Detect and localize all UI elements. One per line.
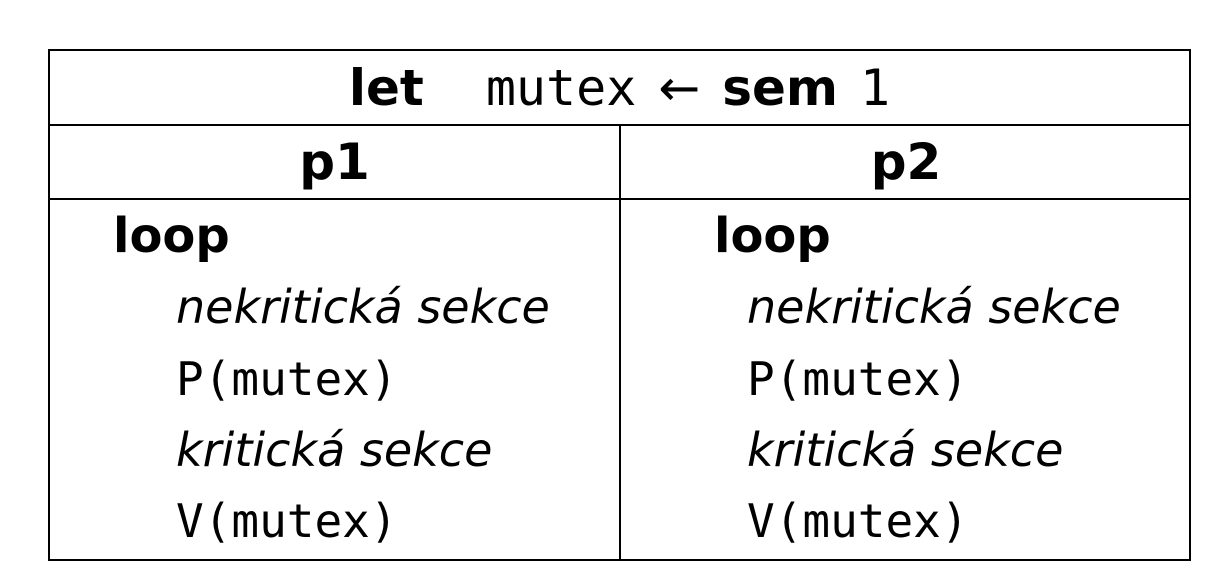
process-body-p2: loop nekritická sekce P(mutex) kritická … xyxy=(621,200,1191,559)
assign-arrow: ← xyxy=(658,58,701,117)
process-header-p2: p2 xyxy=(621,126,1191,200)
noncritical-section: nekritická sekce xyxy=(176,280,550,334)
algorithm-table: let mutex ← sem 1 p1 p2 loop nekritická … xyxy=(48,49,1191,561)
sem-keyword: sem xyxy=(722,58,839,117)
process-header-p1: p1 xyxy=(50,126,621,200)
noncritical-section: nekritická sekce xyxy=(747,280,1121,334)
p-operation: P(mutex) xyxy=(176,352,398,406)
mutex-variable: mutex xyxy=(485,58,637,117)
declaration-row: let mutex ← sem 1 xyxy=(50,51,1189,126)
loop-keyword: loop xyxy=(714,208,831,264)
process-body-p1: loop nekritická sekce P(mutex) kritická … xyxy=(50,200,621,559)
let-keyword: let xyxy=(348,58,424,117)
p-operation: P(mutex) xyxy=(747,352,969,406)
v-operation: V(mutex) xyxy=(747,494,969,548)
loop-keyword: loop xyxy=(113,208,230,264)
critical-section: kritická sekce xyxy=(176,423,493,477)
v-operation: V(mutex) xyxy=(176,494,398,548)
critical-section: kritická sekce xyxy=(747,423,1064,477)
sem-initial-value: 1 xyxy=(860,58,891,117)
